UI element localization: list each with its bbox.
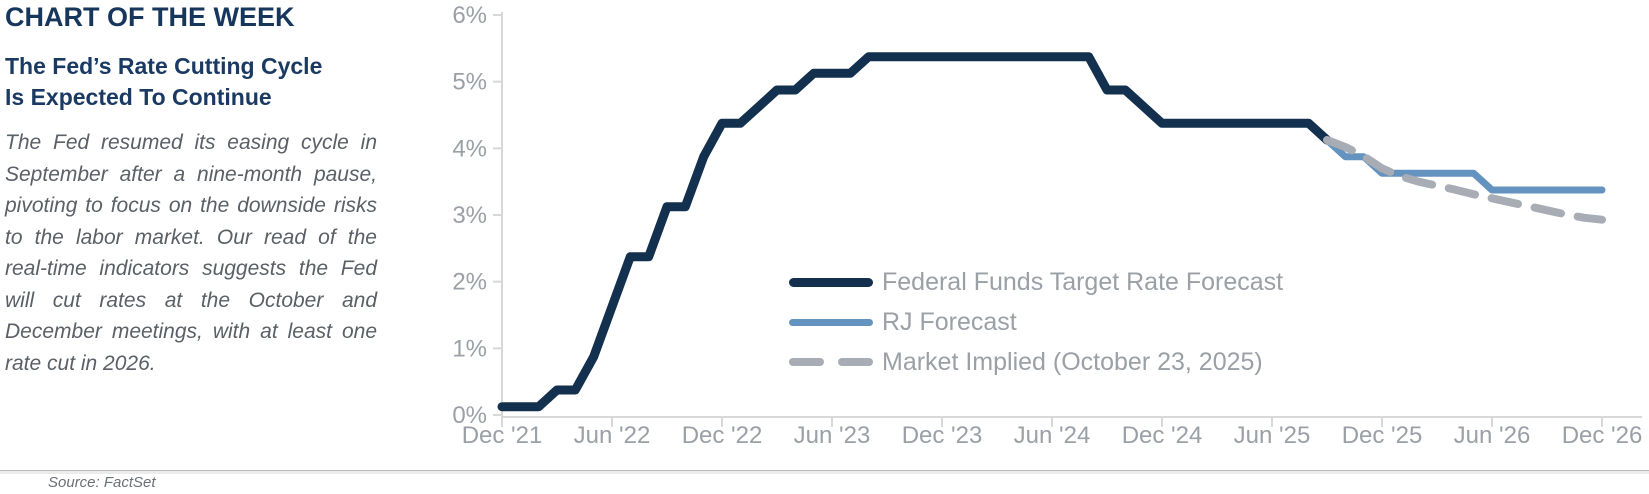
legend-item-rj-forecast: RJ Forecast bbox=[789, 307, 1283, 336]
section-kicker: CHART OF THE WEEK bbox=[5, 2, 295, 32]
series-line bbox=[497, 52, 1332, 412]
legend-label: Federal Funds Target Rate Forecast bbox=[882, 267, 1284, 296]
y-tick-label: 6% bbox=[452, 2, 487, 29]
market-implied-dash-swatch bbox=[789, 358, 873, 366]
source-attribution: Source: FactSet bbox=[48, 474, 156, 491]
legend-item-market-implied: Market Implied (October 23, 2025) bbox=[789, 347, 1283, 376]
y-tick-label: 0% bbox=[452, 402, 487, 429]
x-tick-label: Dec '26 bbox=[1562, 422, 1643, 449]
series-line bbox=[1323, 136, 1606, 194]
legend-item-fed-funds: Federal Funds Target Rate Forecast bbox=[789, 267, 1284, 296]
y-tick-label: 5% bbox=[452, 69, 487, 96]
legend-label: Market Implied (October 23, 2025) bbox=[882, 347, 1263, 376]
x-tick-label: Jun '23 bbox=[794, 422, 871, 449]
x-tick-label: Jun '25 bbox=[1234, 422, 1311, 449]
y-tick-label: 1% bbox=[452, 335, 487, 362]
y-tick-label: 2% bbox=[452, 269, 487, 296]
legend-label: RJ Forecast bbox=[882, 307, 1017, 336]
x-tick-label: Dec '23 bbox=[902, 422, 983, 449]
x-tick-label: Jun '24 bbox=[1014, 422, 1091, 449]
commentary-paragraph: The Fed resumed its easing cycle in Sept… bbox=[5, 131, 377, 375]
y-tick-label: 4% bbox=[452, 135, 487, 162]
x-tick-label: Jun '26 bbox=[1454, 422, 1531, 449]
series-line bbox=[1323, 136, 1606, 224]
headline-line-1: The Fed’s Rate Cutting Cycle bbox=[5, 53, 323, 80]
footer-divider bbox=[0, 470, 1649, 474]
chart-headline: The Fed’s Rate Cutting Cycle Is Expected… bbox=[5, 51, 377, 113]
left-text-panel: CHART OF THE WEEK The Fed’s Rate Cutting… bbox=[5, 2, 377, 379]
fed-funds-line-swatch bbox=[789, 277, 873, 287]
x-tick-label: Jun '22 bbox=[574, 422, 651, 449]
headline-line-2: Is Expected To Continue bbox=[5, 84, 272, 111]
x-tick-label: Dec '21 bbox=[462, 422, 543, 449]
x-tick-label: Dec '25 bbox=[1342, 422, 1423, 449]
chart-legend: Federal Funds Target Rate Forecast RJ Fo… bbox=[789, 267, 1284, 390]
x-tick-label: Dec '24 bbox=[1122, 422, 1203, 449]
y-tick-label: 3% bbox=[452, 202, 487, 229]
rj-forecast-line-swatch bbox=[789, 318, 873, 326]
x-tick-label: Dec '22 bbox=[682, 422, 763, 449]
